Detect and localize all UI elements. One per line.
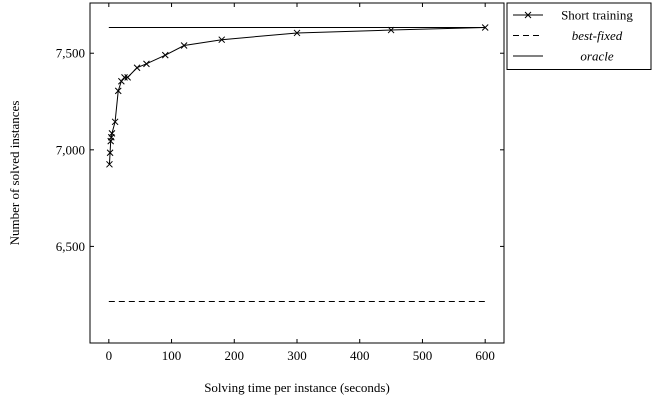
data-point	[293, 29, 301, 37]
marker-stroke	[387, 26, 395, 34]
marker-stroke	[293, 29, 301, 37]
y-tick-label: 7,500	[56, 46, 85, 61]
marker-stroke	[111, 118, 119, 126]
data-point	[133, 64, 141, 72]
data-point	[218, 36, 226, 44]
marker-stroke	[124, 74, 131, 81]
data-point	[118, 77, 125, 85]
data-point	[387, 26, 395, 34]
marker-stroke	[481, 24, 489, 31]
x-tick-label: 400	[350, 348, 370, 363]
x-tick-label: 500	[413, 348, 433, 363]
series-line-0	[108, 27, 486, 165]
x-tick-label: 600	[475, 348, 495, 363]
marker-stroke	[106, 160, 113, 168]
marker-stroke	[524, 11, 532, 19]
y-axis-title: Number of solved instances	[7, 101, 22, 246]
marker-stroke	[114, 87, 122, 95]
data-point	[180, 42, 188, 49]
x-tick-label: 200	[225, 348, 245, 363]
x-tick-label: 100	[162, 348, 182, 363]
marker-stroke	[218, 36, 226, 44]
marker-stroke	[143, 60, 150, 68]
data-point	[106, 149, 114, 157]
legend-label: Short training	[561, 8, 633, 23]
data-point	[124, 74, 131, 81]
marker-stroke	[133, 64, 141, 72]
data-point	[143, 60, 150, 68]
data-point	[108, 130, 116, 137]
legend-box	[506, 2, 652, 70]
data-point	[481, 24, 489, 31]
x-axis-title: Solving time per instance (seconds)	[204, 380, 390, 395]
data-point	[106, 160, 113, 168]
marker-stroke	[161, 51, 169, 59]
axes: 0 100 200 300 400 500 600 6,500 7,000 7,500	[56, 2, 505, 363]
marker-stroke	[121, 74, 128, 81]
legend-label: best-fixed	[572, 28, 623, 43]
y-tick-label: 7,000	[56, 142, 85, 157]
y-tick-label: 6,500	[56, 239, 85, 254]
marker-stroke	[106, 149, 114, 157]
marker-stroke	[180, 42, 188, 49]
legend: Short training best-fixed oracle	[506, 2, 652, 70]
legend-label: oracle	[580, 49, 613, 64]
plot-frame	[89, 2, 505, 344]
legend-marker	[524, 11, 532, 19]
x-tick-label: 300	[287, 348, 307, 363]
marker-stroke	[118, 77, 125, 85]
plot-area	[106, 24, 489, 302]
data-point	[121, 74, 128, 81]
data-point	[114, 87, 122, 95]
marker-stroke	[108, 130, 116, 137]
x-tick-label: 0	[106, 348, 113, 363]
data-point	[161, 51, 169, 59]
data-point	[111, 118, 119, 126]
